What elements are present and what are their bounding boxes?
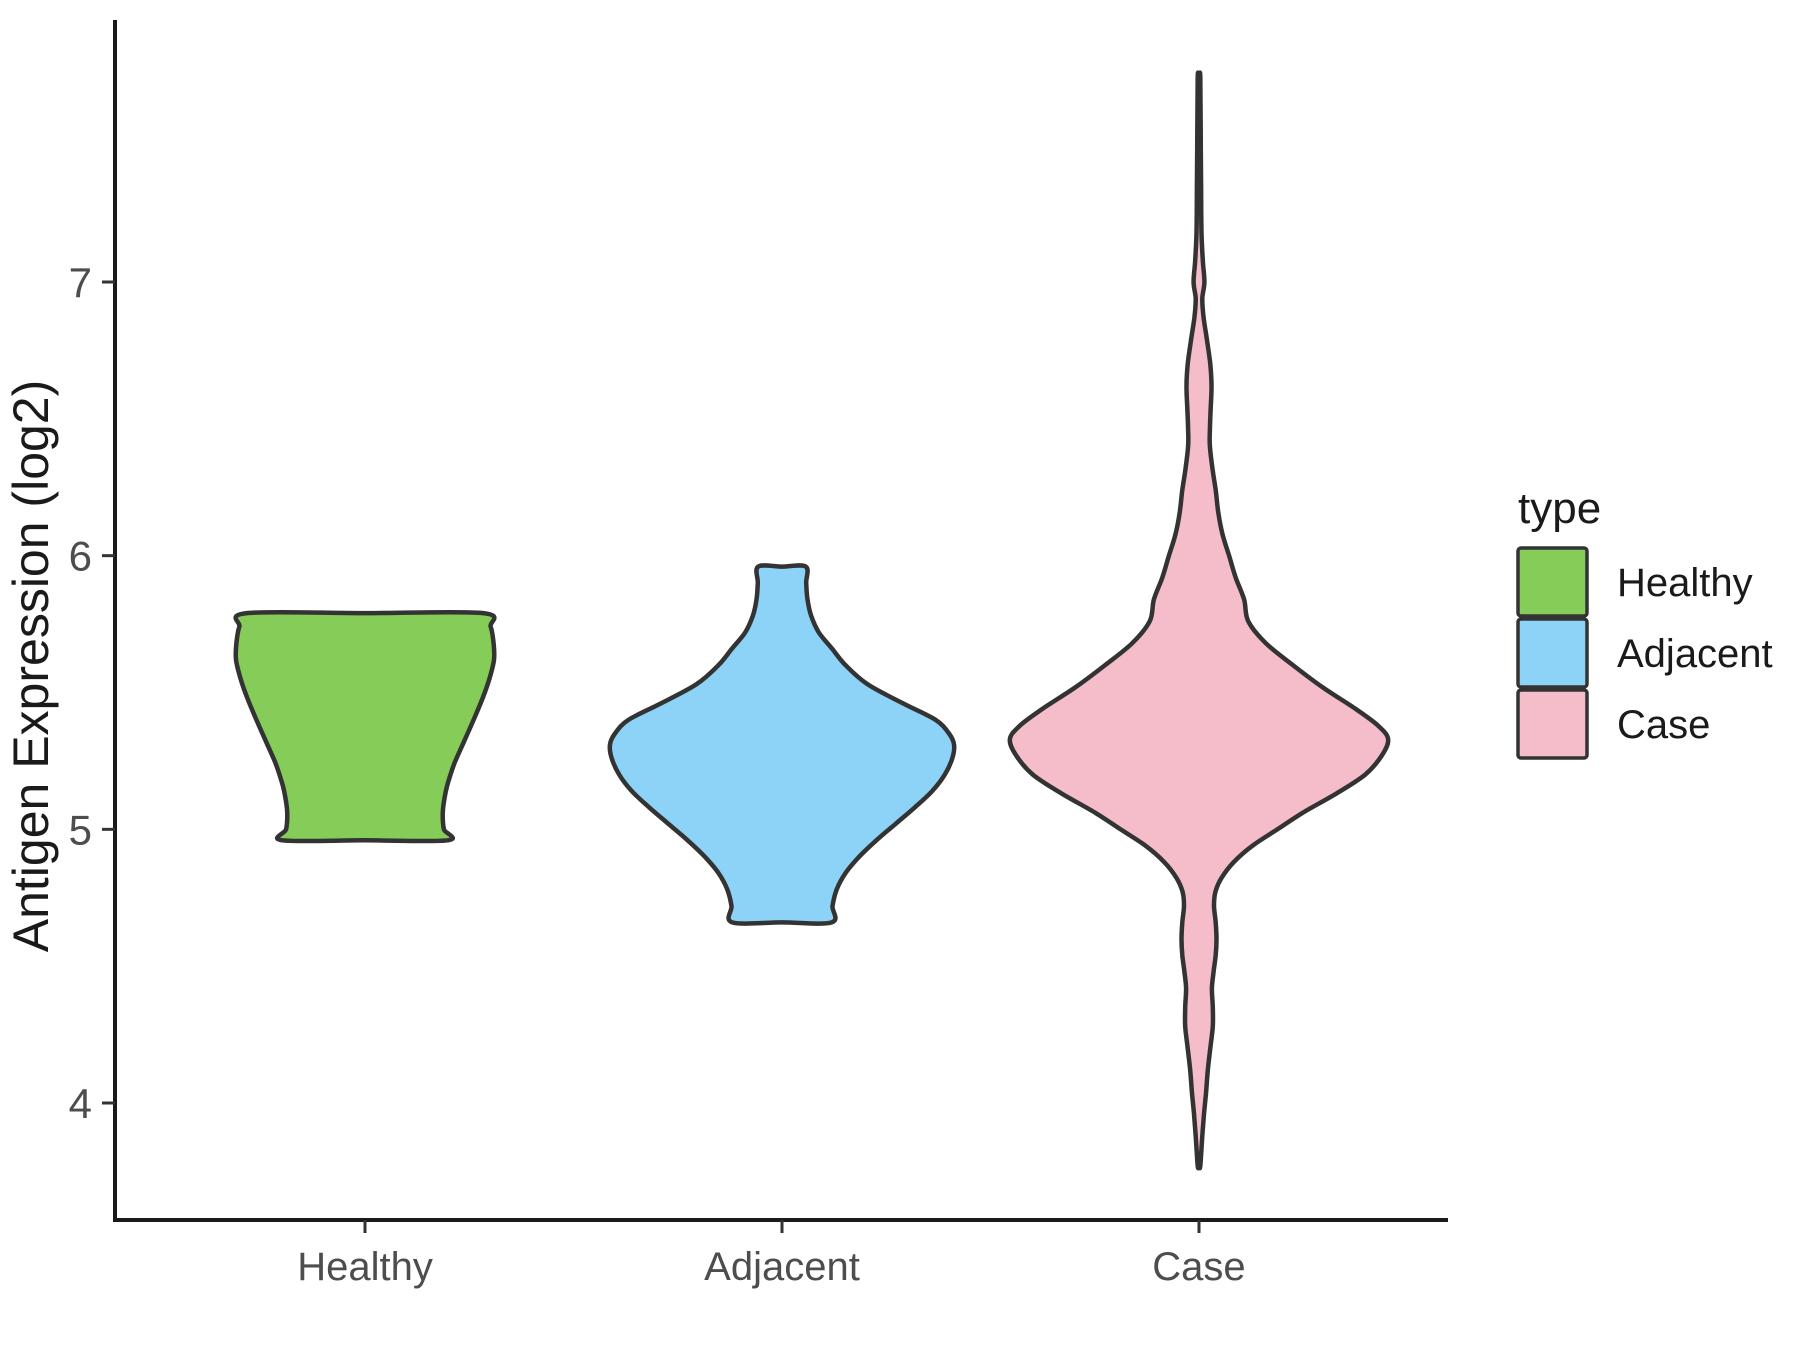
legend-label-healthy: Healthy — [1617, 561, 1753, 605]
x-axis-ticks: Healthy Adjacent Case — [297, 1220, 1246, 1289]
legend-title: type — [1518, 484, 1601, 533]
y-tick-label-7: 7 — [69, 259, 92, 306]
y-tick-label-5: 5 — [69, 806, 92, 853]
legend-swatch-case — [1516, 688, 1589, 760]
x-category-label-adjacent: Adjacent — [704, 1245, 860, 1289]
legend-entries: Healthy Adjacent Case — [1516, 546, 1773, 760]
violins-layer — [233, 70, 1391, 1171]
violin-case — [1007, 70, 1391, 1171]
legend: type Healthy Adjacent Case — [1516, 484, 1773, 760]
y-axis-ticks: 4 5 6 7 — [69, 259, 115, 1127]
y-axis-title: Antigen Expression (log2) — [3, 380, 59, 953]
legend-label-adjacent: Adjacent — [1617, 632, 1773, 676]
violin-healthy — [233, 609, 497, 844]
x-category-label-case: Case — [1152, 1245, 1245, 1289]
violin-adjacent — [607, 563, 957, 926]
y-tick-label-6: 6 — [69, 533, 92, 580]
y-tick-label-4: 4 — [69, 1080, 92, 1127]
x-category-label-healthy: Healthy — [297, 1245, 433, 1289]
legend-label-case: Case — [1617, 703, 1710, 747]
legend-swatch-adjacent — [1516, 617, 1589, 689]
legend-swatch-healthy — [1516, 546, 1589, 618]
